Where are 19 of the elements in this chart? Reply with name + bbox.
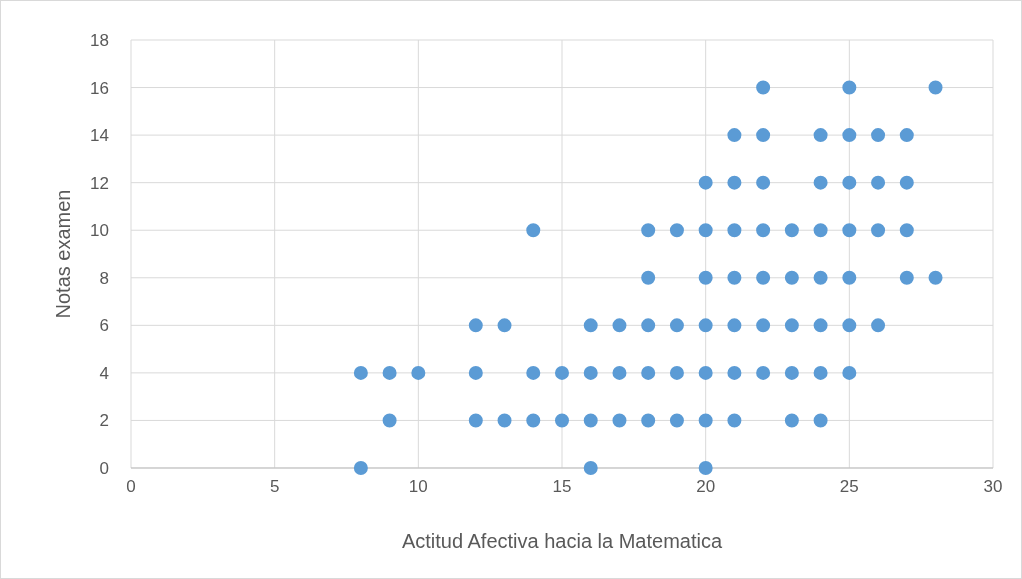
- x-tick-label: 5: [269, 477, 280, 496]
- y-tick-label: 16: [90, 78, 109, 98]
- y-tick-label: 18: [90, 31, 109, 50]
- x-tick-label: 0: [126, 477, 136, 496]
- x-tick-label: 10: [408, 477, 428, 496]
- x-tick-label: 20: [696, 477, 716, 496]
- y-tick-label: 2: [99, 411, 109, 431]
- y-tick-label: 12: [90, 173, 109, 193]
- y-axis-title: Notas examen: [52, 189, 74, 319]
- x-tick-label: 25: [839, 477, 859, 496]
- y-tick-label: 4: [99, 363, 109, 383]
- x-tick-label: 30: [983, 477, 1003, 496]
- x-tick-label: 15: [552, 477, 572, 496]
- y-tick-label: 14: [90, 126, 109, 146]
- y-tick-label: 8: [99, 268, 109, 288]
- x-axis-title: Actitud Afectiva hacia la Matematica: [401, 530, 723, 552]
- y-tick-label: 10: [90, 221, 109, 241]
- y-tick-label: 0: [99, 459, 109, 478]
- y-tick-label: 6: [99, 316, 109, 336]
